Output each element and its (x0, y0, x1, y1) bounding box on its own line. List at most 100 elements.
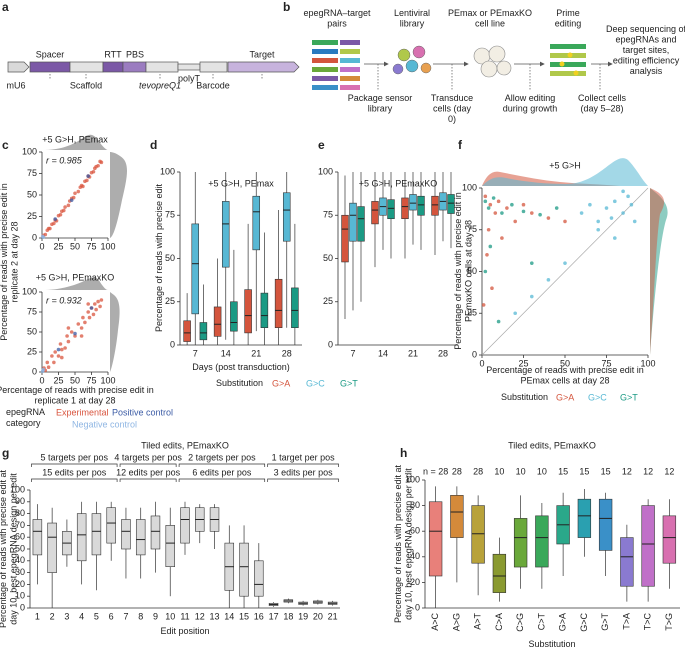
group-label: 5 targets per pos (41, 452, 109, 462)
step-label: Transduce cells (day 0) (431, 93, 473, 124)
box (371, 201, 379, 225)
bracket (267, 463, 339, 467)
n-label: 10 (516, 466, 526, 476)
bracket (31, 463, 118, 467)
point (61, 208, 66, 213)
marginal-density (42, 134, 108, 150)
x-tick-label: 7 (123, 611, 128, 621)
x-tick-label: 25 (518, 358, 528, 368)
x-tick-label: T>G (664, 613, 674, 631)
point (496, 319, 501, 324)
point (76, 189, 81, 194)
x-tick-label: 28 (282, 348, 292, 358)
y-tick-label: 0 (32, 232, 37, 242)
box (450, 495, 464, 538)
point (45, 360, 50, 365)
point (483, 269, 488, 274)
point (493, 211, 498, 215)
barcode (199, 61, 228, 73)
point (500, 236, 504, 240)
point (41, 367, 46, 372)
marginal-density (42, 277, 108, 290)
point (596, 219, 600, 224)
point (91, 312, 96, 317)
x-tick-label: 13 (210, 611, 220, 621)
point (496, 199, 501, 204)
y-tick-label: 0 (415, 602, 420, 612)
x-tick-label: A>G (451, 613, 461, 631)
group-label: 6 edits per pos (192, 467, 252, 477)
box (641, 505, 655, 587)
legend-entry: G>C (588, 392, 607, 402)
x-tick-label: 25 (53, 375, 63, 385)
point (510, 202, 514, 207)
x-tick-label: G>C (579, 613, 589, 632)
box (106, 507, 116, 544)
point (52, 360, 56, 365)
box (387, 199, 395, 220)
n-label: n = 28 (423, 466, 448, 476)
y-tick-label: 50 (467, 266, 477, 276)
marginal-density (482, 158, 648, 186)
point (621, 211, 625, 215)
panel-label: b (283, 0, 290, 14)
point (579, 211, 584, 215)
x-tick-label: 21 (328, 611, 338, 621)
target (227, 61, 300, 73)
point (60, 347, 64, 352)
point (65, 334, 69, 338)
legend-entry: Negative control (72, 419, 137, 429)
legend-entry: G>A (272, 378, 290, 388)
box (76, 513, 87, 562)
y-tick-label: 75 (165, 210, 175, 220)
element-label: polyT (178, 73, 201, 83)
step-label: Allow editing during growth (503, 93, 558, 114)
point (79, 326, 84, 330)
point (613, 199, 617, 204)
x-tick-label: 7 (350, 348, 355, 358)
marginal-density (650, 188, 665, 355)
panel-label: f (458, 138, 463, 152)
point (58, 342, 63, 346)
group-label: 15 edits per pos (42, 467, 107, 477)
y-axis-label: Percentage of reads with precise edit at… (0, 469, 19, 628)
y-tick-label: 100 (22, 286, 37, 296)
point (63, 346, 67, 350)
x-tick-label: 75 (601, 358, 611, 368)
legend-entry: G>T (620, 392, 638, 402)
point (53, 217, 57, 221)
x-tick-label: 5 (94, 611, 99, 621)
point (486, 206, 491, 210)
promoter (7, 61, 30, 73)
point (521, 209, 526, 214)
x-tick-label: 0 (479, 358, 484, 368)
x-tick-label: 10 (165, 611, 175, 621)
box (239, 542, 249, 597)
n-label: 12 (643, 466, 653, 476)
box (577, 498, 592, 538)
x-tick-label: 14 (221, 348, 231, 358)
x-tick-label: 100 (640, 358, 655, 368)
stage-label: Lentiviral library (394, 8, 430, 29)
element-label: Spacer (36, 49, 65, 59)
box (598, 498, 613, 551)
point (50, 354, 54, 358)
y-tick-label: 80 (410, 500, 420, 510)
spacer (29, 61, 71, 73)
y-tick-label: 90 (15, 496, 25, 506)
x-tick-label: 75 (86, 241, 96, 251)
y-axis-label: Percentage of reads with precise edit at… (393, 464, 414, 623)
x-tick-label: 21 (408, 348, 418, 358)
diagonal (481, 187, 649, 356)
box (183, 320, 191, 342)
point (46, 365, 51, 370)
x-axis-label: Edit position (160, 626, 209, 636)
point (66, 203, 71, 208)
point (629, 202, 634, 207)
point (596, 227, 600, 232)
legend-entry: G>T (340, 378, 358, 388)
box (274, 278, 283, 329)
element-label: Scaffold (70, 80, 102, 90)
x-axis-label: Days (post transduction) (192, 362, 290, 372)
